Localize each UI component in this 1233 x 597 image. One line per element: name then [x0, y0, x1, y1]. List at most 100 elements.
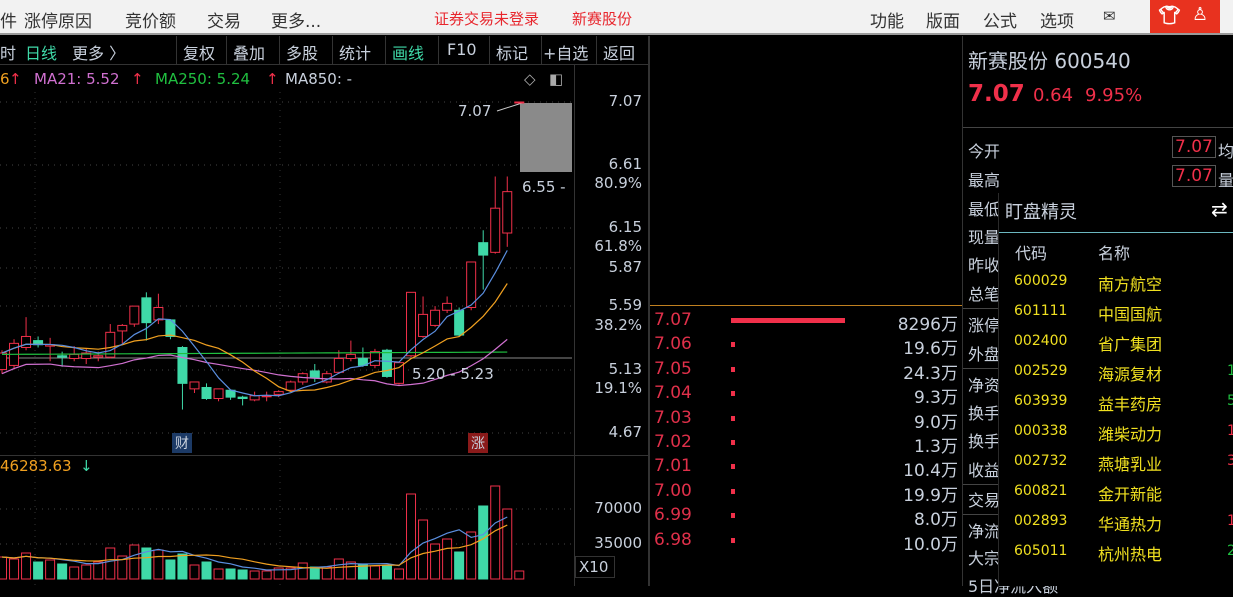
candle [502, 191, 513, 234]
menu-item-partial[interactable]: 件 [0, 12, 17, 32]
current-stock-title: 新赛股份 [572, 10, 633, 28]
ma21-value: MA21: 5.52 [34, 70, 120, 88]
stock-code: 000338 [1014, 423, 1068, 439]
button-draw[interactable]: 画线 [392, 44, 425, 63]
orderbook-volume-bar [731, 464, 735, 470]
volume-bar [406, 493, 417, 580]
volume-bar [81, 564, 92, 580]
high-price-label: 7.07 [458, 102, 492, 120]
range-label: 5.20 - 5.23 [412, 365, 494, 383]
login-status[interactable]: 证券交易未登录 [434, 10, 540, 28]
button-overlay[interactable]: 叠加 [233, 44, 266, 63]
candle [57, 355, 68, 358]
last-price: 7.07 [968, 81, 1025, 107]
button-adjust[interactable]: 复权 [183, 44, 216, 63]
quote-field-label: 净资 [968, 376, 1001, 395]
marker-financial[interactable]: 财 [172, 433, 192, 453]
volume-bar [285, 567, 296, 580]
high-value: 7.07 [1172, 165, 1216, 187]
candle [249, 395, 260, 401]
volume-bar [369, 565, 380, 580]
button-back[interactable]: 返回 [603, 44, 636, 63]
volume-bar [345, 561, 356, 580]
change-fragment: 2 [1227, 543, 1233, 559]
popup-title: 盯盘精灵 [1005, 202, 1077, 223]
orderbook-volume: 19.9万 [903, 485, 958, 506]
user-box: 👕︎ ♙ [1150, 0, 1220, 33]
candle [381, 349, 392, 377]
period-partial[interactable]: 时 [0, 44, 17, 63]
button-stats[interactable]: 统计 [339, 44, 372, 63]
volume-scale-x10[interactable]: X10 [575, 556, 615, 578]
candle [490, 207, 501, 253]
volume-bar [57, 563, 68, 580]
button-mark[interactable]: 标记 [496, 44, 529, 63]
stock-name: 潍柴动力 [1098, 425, 1163, 444]
candle [201, 386, 212, 400]
volume-bar [21, 552, 32, 580]
panel-toggle-icon[interactable]: ◧ [549, 70, 564, 88]
volume-axis-tick: 35000 [594, 534, 642, 552]
volume-ma5-line [1, 516, 508, 571]
swap-icon[interactable]: ⇄ [1211, 197, 1228, 221]
quote-field-label: 换手 [968, 404, 1001, 423]
volume-bar [381, 565, 392, 580]
volume-label: 量 [1218, 171, 1233, 190]
marker-limit-up[interactable]: 涨 [468, 433, 488, 453]
ma10-line [1, 283, 508, 392]
candle [141, 297, 152, 324]
menu-item-formula[interactable]: 公式 [983, 12, 1017, 32]
shirt-icon[interactable]: 👕︎ [1158, 5, 1181, 26]
mail-icon[interactable]: ✉ [1103, 7, 1116, 25]
orderbook-volume-bar [731, 415, 735, 421]
candle [177, 346, 188, 384]
axis-tick: 5.87 [608, 258, 642, 276]
stock-code: 002400 [1014, 333, 1068, 349]
volume-bar [141, 547, 152, 580]
candle [418, 313, 429, 337]
menu-item-layout[interactable]: 版面 [926, 12, 960, 32]
volume-bar [490, 485, 501, 580]
menu-item-options[interactable]: 选项 [1040, 12, 1074, 32]
volume-bar [9, 558, 20, 580]
orderbook-price: 6.99 [654, 505, 692, 526]
down-arrow-icon: ↓ [80, 457, 93, 475]
button-multi-stock[interactable]: 多股 [286, 44, 319, 63]
volume-bar [309, 566, 320, 580]
kline-chart[interactable] [0, 0, 648, 586]
button-f10[interactable]: F10 [447, 40, 477, 59]
button-add-watchlist[interactable]: +自选 [543, 44, 589, 63]
user-icon[interactable]: ♙ [1192, 4, 1209, 25]
orderbook-volume: 1.3万 [913, 437, 958, 457]
axis-divider [574, 65, 575, 586]
period-more[interactable]: 更多 〉 [72, 44, 126, 63]
menu-item-more[interactable]: 更多... [271, 12, 322, 32]
candle [129, 305, 140, 325]
volume-bar [502, 508, 513, 580]
orderbook-volume-bar [731, 488, 735, 494]
menu-bar: 件 涨停原因 竞价额 交易 更多... 证券交易未登录 新赛股份 功能 版面 公… [0, 0, 1233, 35]
menu-item-function[interactable]: 功能 [870, 12, 904, 32]
stock-name: 华通热力 [1098, 515, 1163, 534]
menu-item-auction[interactable]: 竞价额 [125, 12, 176, 32]
period-daily[interactable]: 日线 [25, 44, 58, 63]
volume-bar [129, 544, 140, 580]
quote-field-label: 涨停 [968, 316, 1001, 335]
menu-item-trade[interactable]: 交易 [207, 12, 241, 32]
menu-item-limit-reason[interactable]: 涨停原因 [24, 12, 92, 32]
diamond-icon[interactable]: ◇ [524, 70, 536, 88]
stock-code: 002893 [1014, 513, 1068, 529]
change-fragment: 5 [1227, 393, 1233, 409]
orderbook-volume: 9.0万 [913, 412, 958, 433]
stock-name: 金开新能 [1098, 485, 1163, 504]
candle [21, 335, 32, 348]
stock-name: 南方航空 [1098, 275, 1163, 294]
candle [105, 331, 116, 358]
candle [117, 324, 128, 332]
candle [478, 242, 489, 256]
candle [430, 309, 441, 326]
volume-bar [273, 567, 284, 580]
high-pointer [496, 102, 523, 112]
change-fragment: 1 [1227, 513, 1233, 529]
high-label: 最高 [968, 171, 1001, 190]
